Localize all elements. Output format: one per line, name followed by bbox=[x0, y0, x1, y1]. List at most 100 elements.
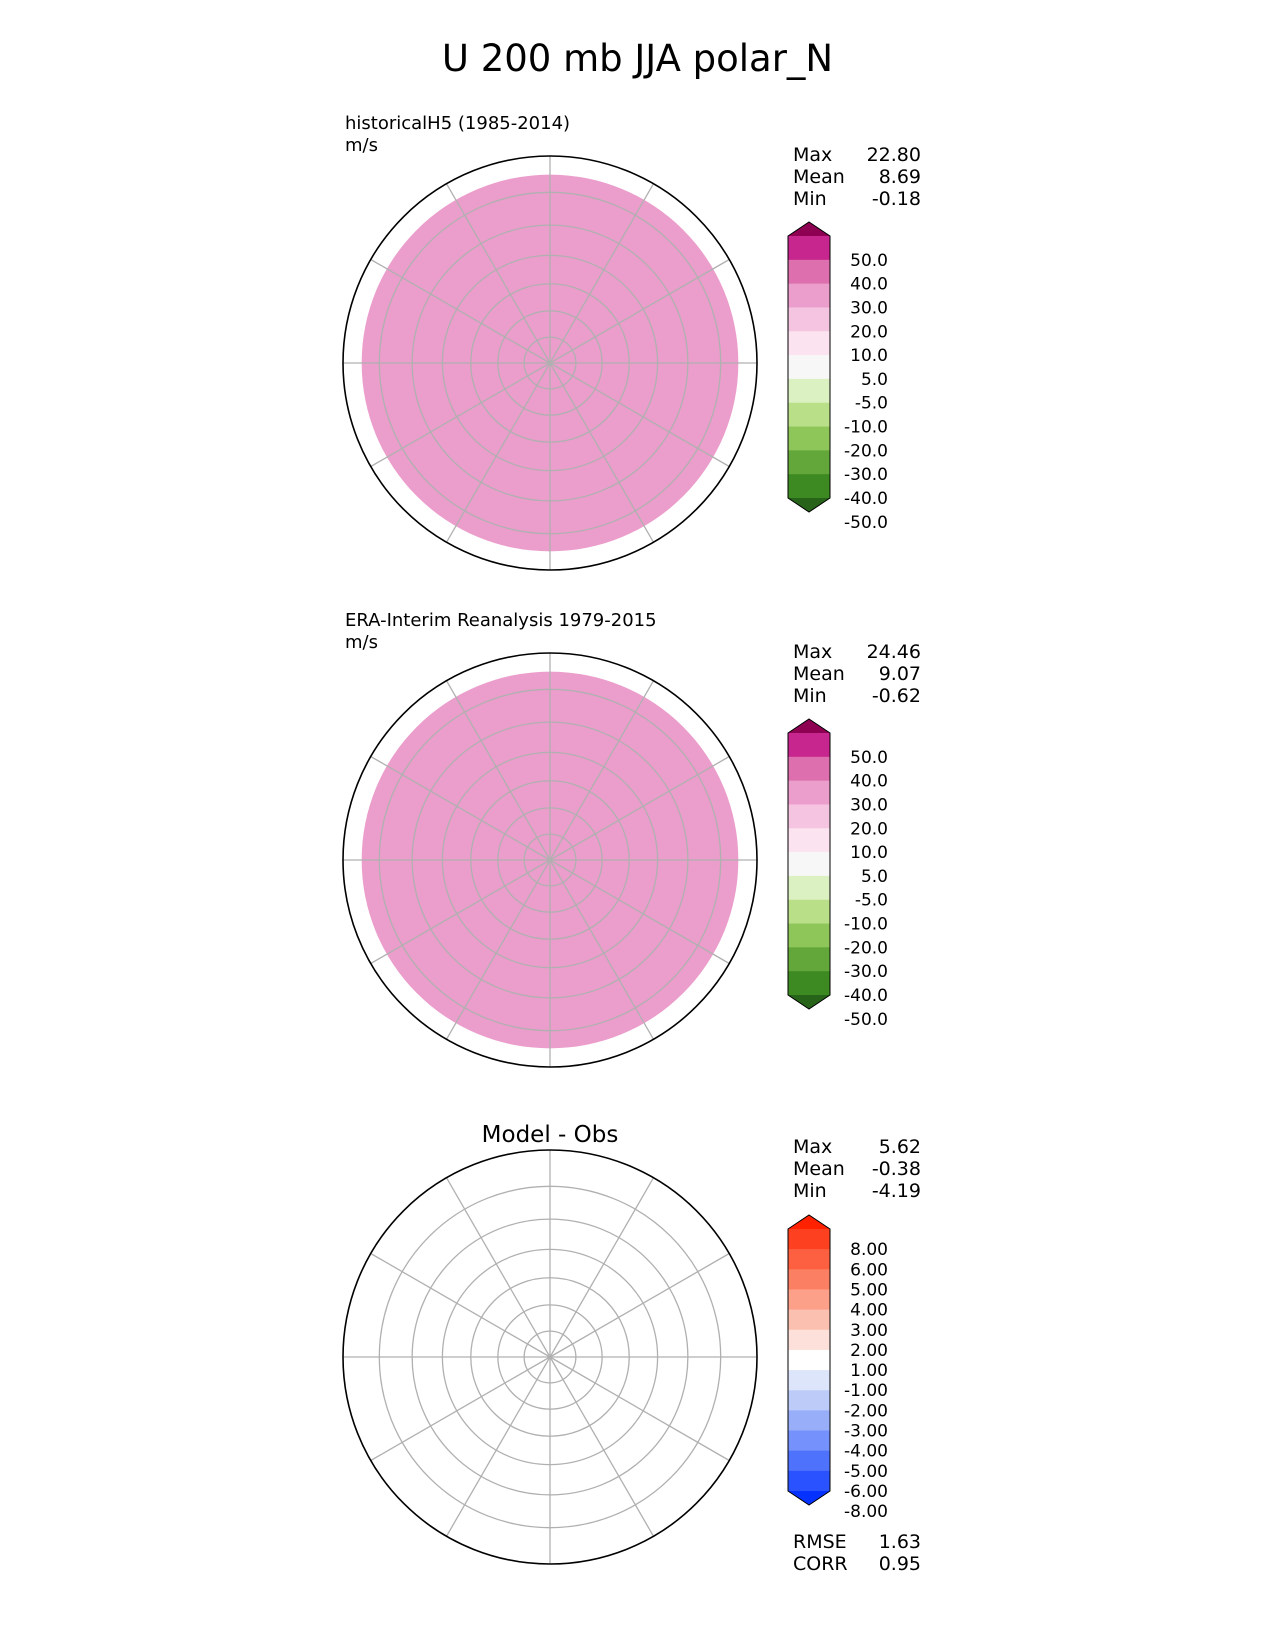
colorbar-tick-label: 30.0 bbox=[850, 298, 888, 318]
panel-3-metrics: RMSE 1.63 CORR 0.95 bbox=[793, 1531, 921, 1575]
meridian-line bbox=[549, 680, 655, 861]
meridian-line bbox=[445, 680, 551, 861]
stat-label-max: Max bbox=[793, 1136, 833, 1158]
panel-2-title-text: ERA-Interim Reanalysis 1979-2015 bbox=[345, 610, 657, 631]
colorbar-tick-label: 40.0 bbox=[850, 275, 888, 295]
meridian-line bbox=[549, 755, 730, 861]
map-boundary bbox=[342, 652, 758, 1068]
colorbar-segment bbox=[788, 1390, 830, 1411]
colorbar-segment bbox=[788, 378, 830, 404]
metric-value-rmse: 1.63 bbox=[878, 1531, 921, 1553]
meridian-line bbox=[549, 258, 730, 364]
stat-value-max: 22.80 bbox=[866, 144, 921, 166]
colorbar-segment bbox=[788, 402, 830, 428]
stat-value-min: -4.19 bbox=[871, 1180, 921, 1202]
panel-2-polar-map bbox=[342, 652, 758, 1068]
meridian-line bbox=[549, 362, 730, 468]
colorbar-tick-label: -6.00 bbox=[844, 1482, 888, 1502]
colorbar-tick-label: -8.00 bbox=[844, 1502, 888, 1522]
stat-label-min: Min bbox=[793, 1180, 827, 1202]
colorbar-segment bbox=[788, 307, 830, 332]
meridian-line bbox=[445, 183, 551, 364]
colorbar-segment bbox=[788, 283, 830, 308]
colorbar-tick-label: 3.00 bbox=[850, 1321, 888, 1341]
colorbar-segment bbox=[788, 1430, 830, 1452]
colorbar-segment bbox=[788, 971, 830, 996]
panel-1-title: historicalH5 (1985-2014) m/s bbox=[345, 113, 570, 157]
colorbar-extend-bottom bbox=[788, 498, 830, 512]
colorbar-outline bbox=[787, 221, 831, 513]
meridian-line bbox=[549, 1177, 655, 1358]
colorbar-segment bbox=[788, 1410, 830, 1432]
stat-value-mean: 8.69 bbox=[878, 166, 921, 188]
metric-label-corr: CORR bbox=[793, 1553, 848, 1575]
colorbar-tick-label: -1.00 bbox=[844, 1381, 888, 1401]
meridian-line bbox=[370, 258, 551, 364]
colorbar-tick-label: 10.0 bbox=[850, 843, 888, 863]
stat-label-mean: Mean bbox=[793, 1158, 845, 1180]
meridian-line bbox=[549, 1252, 730, 1358]
colorbar-tick-label: -50.0 bbox=[844, 513, 888, 533]
meridian-line bbox=[445, 1356, 551, 1537]
colorbar-tick-label: -30.0 bbox=[844, 465, 888, 485]
colorbar-extend-top bbox=[788, 719, 830, 733]
colorbar-tick-label: 1.00 bbox=[850, 1361, 888, 1381]
colorbar-tick-label: 5.0 bbox=[861, 867, 888, 887]
colorbar-segment bbox=[788, 1450, 830, 1472]
colorbar-tick-label: -20.0 bbox=[844, 441, 888, 461]
colorbar-segment bbox=[788, 331, 830, 356]
colorbar-segment bbox=[788, 923, 830, 948]
stat-label-min: Min bbox=[793, 188, 827, 210]
panel-3-polar-map bbox=[342, 1149, 758, 1565]
colorbar-segment bbox=[788, 852, 830, 877]
colorbar-tick-label: 10.0 bbox=[850, 346, 888, 366]
colorbar-tick-label: 5.0 bbox=[861, 370, 888, 390]
stat-value-max: 24.46 bbox=[866, 641, 921, 663]
panel-2-colorbar: 50.0 40.0 30.0 20.0 10.0 5.0 -5.0 -10.0 -20.0 -30… bbox=[787, 718, 888, 1030]
meridian-line bbox=[549, 1356, 730, 1462]
colorbar-tick-label: -30.0 bbox=[844, 962, 888, 982]
colorbar-tick-label: 50.0 bbox=[850, 251, 888, 271]
panel-1-units: m/s bbox=[345, 135, 378, 156]
stat-label-min: Min bbox=[793, 685, 827, 707]
colorbar-segment bbox=[788, 1470, 830, 1492]
colorbar-tick-label: -40.0 bbox=[844, 986, 888, 1006]
panel-3-stats: Max 5.62 Mean -0.38 Min -4.19 bbox=[793, 1136, 921, 1202]
colorbar-segment bbox=[788, 947, 830, 972]
colorbar-tick-label: 6.00 bbox=[850, 1260, 888, 1280]
colorbar-segment bbox=[788, 1249, 830, 1270]
panel-1-stats: Max 22.80 Mean 8.69 Min -0.18 bbox=[793, 144, 921, 210]
colorbar-outline bbox=[787, 718, 831, 1010]
colorbar-segment bbox=[788, 355, 830, 380]
meridian-line bbox=[549, 859, 730, 965]
meridian-line bbox=[370, 1356, 551, 1462]
colorbar-tick-label: 4.00 bbox=[850, 1301, 888, 1321]
stat-label-mean: Mean bbox=[793, 663, 845, 685]
colorbar-segment bbox=[788, 899, 830, 925]
meridian-line bbox=[370, 755, 551, 861]
colorbar-tick-label: 20.0 bbox=[850, 819, 888, 839]
colorbar-tick-label: -50.0 bbox=[844, 1010, 888, 1030]
colorbar-tick-label: -5.0 bbox=[855, 891, 888, 911]
colorbar-tick-label: 2.00 bbox=[850, 1341, 888, 1361]
colorbar-segment bbox=[788, 1289, 830, 1311]
colorbar-outline bbox=[787, 1214, 831, 1506]
colorbar-tick-label: 30.0 bbox=[850, 795, 888, 815]
colorbar-tick-label: -40.0 bbox=[844, 489, 888, 509]
meridian-line bbox=[549, 362, 655, 543]
colorbar-segment bbox=[788, 1370, 830, 1391]
colorbar-tick-label: -10.0 bbox=[844, 915, 888, 935]
colorbar-segment bbox=[788, 1349, 830, 1371]
colorbar-segment bbox=[788, 733, 830, 758]
colorbar-segment bbox=[788, 236, 830, 261]
colorbar-extend-bottom bbox=[788, 995, 830, 1009]
colorbar-tick-label: -5.00 bbox=[844, 1462, 888, 1482]
panel-1-title-text: historicalH5 (1985-2014) bbox=[345, 113, 571, 134]
colorbar-segment bbox=[788, 828, 830, 853]
meridian-line bbox=[549, 1356, 655, 1537]
colorbar-extend-top bbox=[788, 1215, 830, 1229]
colorbar-tick-label: 8.00 bbox=[850, 1240, 888, 1260]
meridian-line bbox=[370, 1252, 551, 1358]
panel-2-stats: Max 24.46 Mean 9.07 Min -0.62 bbox=[793, 641, 921, 707]
colorbar-segment bbox=[788, 259, 830, 285]
